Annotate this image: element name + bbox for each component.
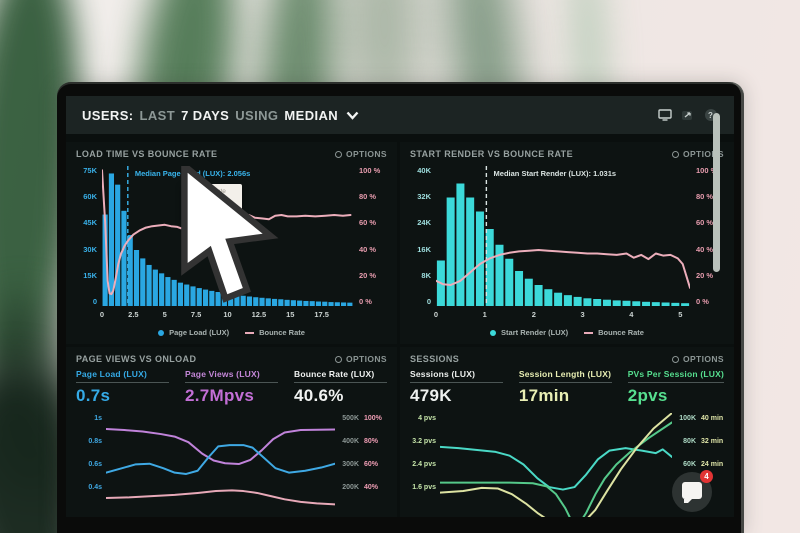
panel-page-views-vs-onload: PAGE VIEWS VS ONLOAD OPTIONS Page Load (… <box>66 347 397 517</box>
gear-icon <box>334 150 342 158</box>
panel-title: START RENDER VS BOUNCE RATE <box>410 149 573 159</box>
y-axis-pvs: 4 pvs 3.2 pvs 2.4 pvs 1.6 pvs <box>412 415 436 492</box>
panel-title: SESSIONS <box>410 354 460 364</box>
header-median-label: MEDIAN <box>284 107 339 123</box>
legend-bounce-rate[interactable]: Bounce Rate <box>584 328 644 337</box>
panel-title: PAGE VIEWS VS ONLOAD <box>76 354 197 364</box>
legend-start-render[interactable]: Start Render (LUX) <box>490 328 568 337</box>
panel-start-render-vs-bounce-rate: START RENDER VS BOUNCE RATE OPTIONS 40K 3… <box>400 142 734 344</box>
y-axis-left: 40K 32K 24K 16K 8K 0 <box>417 166 431 306</box>
options-button[interactable]: OPTIONS <box>671 149 724 159</box>
dashboard-header: USERS: LAST 7 DAYS USING MEDIAN <box>66 96 734 134</box>
chevron-down-icon <box>346 111 359 120</box>
chat-button[interactable]: 4 <box>672 470 713 512</box>
legend-line-icon <box>584 331 594 334</box>
gear-icon <box>671 355 679 363</box>
legend-page-load[interactable]: Page Load (LUX) <box>158 328 229 337</box>
share-icon[interactable] <box>680 109 695 122</box>
dashboard: USERS: LAST 7 DAYS USING MEDIAN <box>66 96 734 517</box>
display-icon[interactable] <box>657 109 672 122</box>
panel-load-time-vs-bounce-rate: LOAD TIME VS BOUNCE RATE OPTIONS 75K 60K 4… <box>66 142 397 344</box>
laptop-screen: USERS: LAST 7 DAYS USING MEDIAN <box>57 82 744 533</box>
start-render-chart[interactable]: Median Start Render (LUX): 1.031s <box>436 166 690 306</box>
metric-sessions: Sessions (LUX) 479K <box>410 369 503 406</box>
mouse-cursor-icon <box>181 166 279 303</box>
notification-badge: 4 <box>700 470 713 483</box>
panel-title: LOAD TIME VS BOUNCE RATE <box>76 149 218 159</box>
users-period-dropdown[interactable]: USERS: LAST 7 DAYS USING MEDIAN <box>82 108 359 123</box>
y-axis-right: 100 % 80 % 60 % 40 % 20 % 0 % <box>696 166 718 306</box>
legend-bounce-rate[interactable]: Bounce Rate <box>245 328 305 337</box>
header-days-label: 7 DAYS <box>181 107 230 123</box>
header-last-label: LAST <box>139 107 176 123</box>
y-axis-seconds: 1s 0.8s 0.6s 0.4s <box>88 415 102 492</box>
page-views-onload-chart[interactable] <box>106 413 335 517</box>
header-users-label: USERS: <box>82 107 134 123</box>
metric-session-length: Session Length (LUX) 17min <box>518 369 612 405</box>
y-axis-pageviews-bounce: 500K 100% 400K 80% 300K 60% 200K 40% <box>342 415 382 492</box>
chat-bubble-icon <box>682 482 702 503</box>
options-button[interactable]: OPTIONS <box>334 354 387 364</box>
x-axis: 0 2.5 5 7.5 10 12.5 15 17.5 <box>99 310 329 319</box>
legend-line-icon <box>245 331 255 334</box>
header-using-label: USING <box>235 107 279 123</box>
metric-page-views: Page Views (LUX) 2.7Mpvs <box>185 369 278 406</box>
sessions-chart[interactable] <box>440 413 672 517</box>
gear-icon <box>671 150 679 158</box>
gear-icon <box>334 355 342 363</box>
legend-dot-icon <box>158 329 165 336</box>
legend-dot-icon <box>490 329 497 336</box>
y-axis-left: 75K 60K 45K 30K 15K 0 <box>83 166 97 306</box>
median-annotation: Median Start Render (LUX): 1.031s <box>493 169 617 178</box>
scrollbar-thumb[interactable] <box>713 113 720 272</box>
metric-pvs-per-session: PVs Per Session (LUX) 2pvs <box>627 369 725 405</box>
metric-page-load: Page Load (LUX) 0.7s <box>76 369 169 406</box>
y-axis-right: 100 % 80 % 60 % 40 % 20 % 0 % <box>359 166 381 306</box>
options-button[interactable]: OPTIONS <box>334 149 387 159</box>
metric-bounce-rate: Bounce Rate (LUX) 40.6% <box>294 369 387 406</box>
load-time-chart[interactable]: Median Page Load (LUX): 2.056s Bounce Ra… <box>102 166 353 306</box>
options-button[interactable]: OPTIONS <box>671 354 724 364</box>
